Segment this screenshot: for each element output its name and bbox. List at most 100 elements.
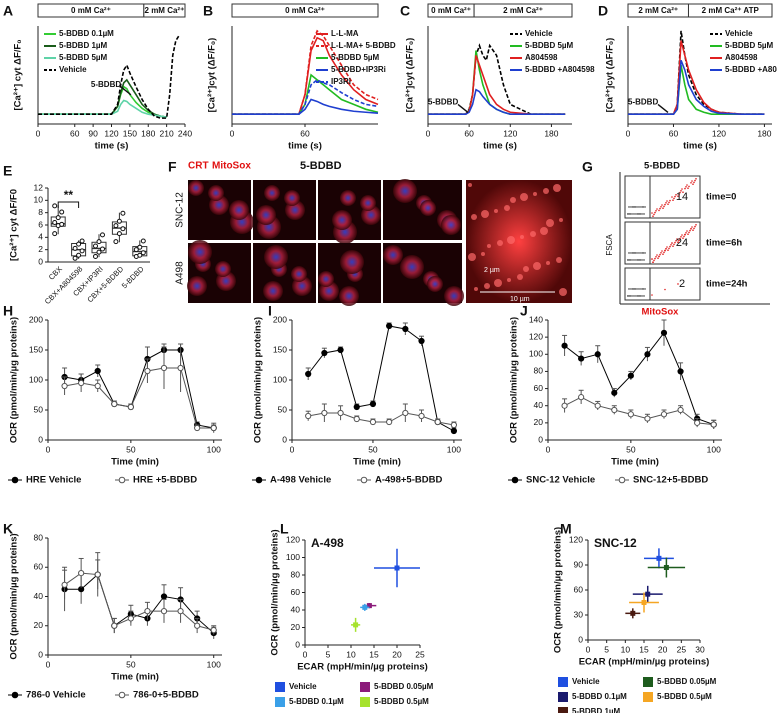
- cell: [318, 271, 334, 287]
- event: [627, 259, 629, 261]
- data-point: [434, 418, 441, 426]
- event: [660, 206, 662, 208]
- legend-marker: [11, 691, 19, 699]
- x-tick-label: 210: [160, 128, 174, 138]
- data-point: [55, 215, 61, 221]
- x-tick-label: 60: [70, 128, 80, 138]
- panel-letter: M: [560, 521, 572, 537]
- data-point: [52, 220, 58, 226]
- event: [687, 187, 689, 189]
- legend-label: 5-BDBD 5µM: [59, 53, 108, 62]
- legend-label: L-L-MA: [331, 29, 359, 38]
- event: [694, 179, 696, 182]
- x-tick-label: 10: [621, 644, 631, 654]
- series-line: [64, 349, 214, 429]
- y-tick-label: 100: [29, 374, 43, 384]
- stain-label: MitoSox: [212, 161, 251, 172]
- y-tick-label: 8: [38, 207, 43, 217]
- cell: [188, 240, 212, 264]
- mito: [474, 287, 478, 291]
- data-point: [111, 622, 118, 629]
- event: [684, 187, 686, 190]
- x-axis-label: ECAR (mpH/min/µg proteins): [579, 657, 710, 668]
- event: [639, 259, 641, 261]
- mito: [510, 197, 516, 203]
- y-tick-label: 0: [38, 649, 43, 659]
- series-line: [628, 60, 765, 115]
- panel-letter: A: [3, 3, 13, 19]
- data-point: [78, 570, 85, 577]
- event: [640, 288, 642, 290]
- x-tick-label: 25: [415, 649, 425, 659]
- data-point: [645, 591, 651, 597]
- event: [686, 184, 688, 186]
- mito: [468, 183, 472, 187]
- data-point: [305, 370, 312, 378]
- y-tick-label: 0: [538, 434, 543, 444]
- stain-label: CRT: [188, 161, 209, 172]
- x-tick-label: CBX: [47, 264, 64, 281]
- data-point: [627, 411, 634, 418]
- y-tick-label: 40: [534, 400, 544, 410]
- panel-letter: C: [400, 3, 410, 19]
- mito: [556, 257, 562, 263]
- data-point: [78, 379, 85, 387]
- x-tick-label: 25: [677, 644, 687, 654]
- cell: [208, 185, 224, 201]
- cell: [340, 250, 364, 274]
- event: [682, 237, 684, 239]
- event: [634, 206, 636, 208]
- y-tick-label: 120: [529, 331, 543, 341]
- x-tick-label: 30: [695, 644, 705, 654]
- event: [637, 295, 639, 297]
- data-point: [194, 424, 201, 432]
- y-tick-label: 0: [38, 434, 43, 444]
- legend-label: 5-BDBD+IP3Ri: [331, 65, 386, 74]
- panel-letter: L: [280, 521, 289, 537]
- event: [629, 259, 631, 261]
- data-point: [450, 427, 458, 435]
- y-tick-label: 80: [534, 366, 544, 376]
- legend-label: Vehicle: [289, 682, 317, 691]
- panel-letter: E: [3, 163, 12, 179]
- event: [640, 206, 642, 208]
- data-point: [177, 364, 184, 372]
- event: [673, 243, 675, 246]
- x-axis-label: time (s): [288, 141, 322, 152]
- event: [641, 295, 643, 297]
- y-tick-label: 60: [291, 587, 301, 597]
- data-point: [418, 412, 425, 420]
- cell: [400, 255, 424, 279]
- y-axis-label: [Ca²⁺] cyt ΔF/F₀: [13, 39, 24, 110]
- panel-title: 5-BDBD: [300, 160, 342, 172]
- y-tick-label: 20: [34, 620, 44, 630]
- flow-plot: [624, 221, 701, 265]
- data-point: [611, 406, 618, 414]
- x-tick-label: 90: [88, 128, 98, 138]
- x-tick-label: 0: [290, 444, 295, 454]
- condition-label: 2 mM Ca²⁺: [503, 6, 543, 15]
- mito: [471, 214, 477, 220]
- event: [642, 288, 644, 290]
- event: [687, 233, 689, 235]
- event: [633, 259, 635, 261]
- panel-letter: G: [582, 159, 593, 175]
- cell: [441, 215, 461, 235]
- y-tick-label: 0: [295, 639, 300, 649]
- cell: [383, 245, 403, 265]
- data-point: [366, 603, 372, 609]
- legend-label: 5-BDBD 0.1µM: [572, 692, 627, 701]
- event: [668, 247, 670, 250]
- row-label: SNC-12: [175, 192, 186, 228]
- event: [632, 252, 634, 254]
- data-point: [611, 389, 618, 396]
- legend-label: SNC-12+5-BDBD: [633, 475, 708, 486]
- event: [665, 202, 667, 204]
- x-tick-label: 15: [369, 649, 379, 659]
- data-point: [578, 355, 585, 362]
- series-line: [308, 412, 454, 426]
- event: [672, 245, 674, 247]
- event: [633, 213, 635, 215]
- event: [627, 295, 629, 297]
- event: [694, 225, 696, 228]
